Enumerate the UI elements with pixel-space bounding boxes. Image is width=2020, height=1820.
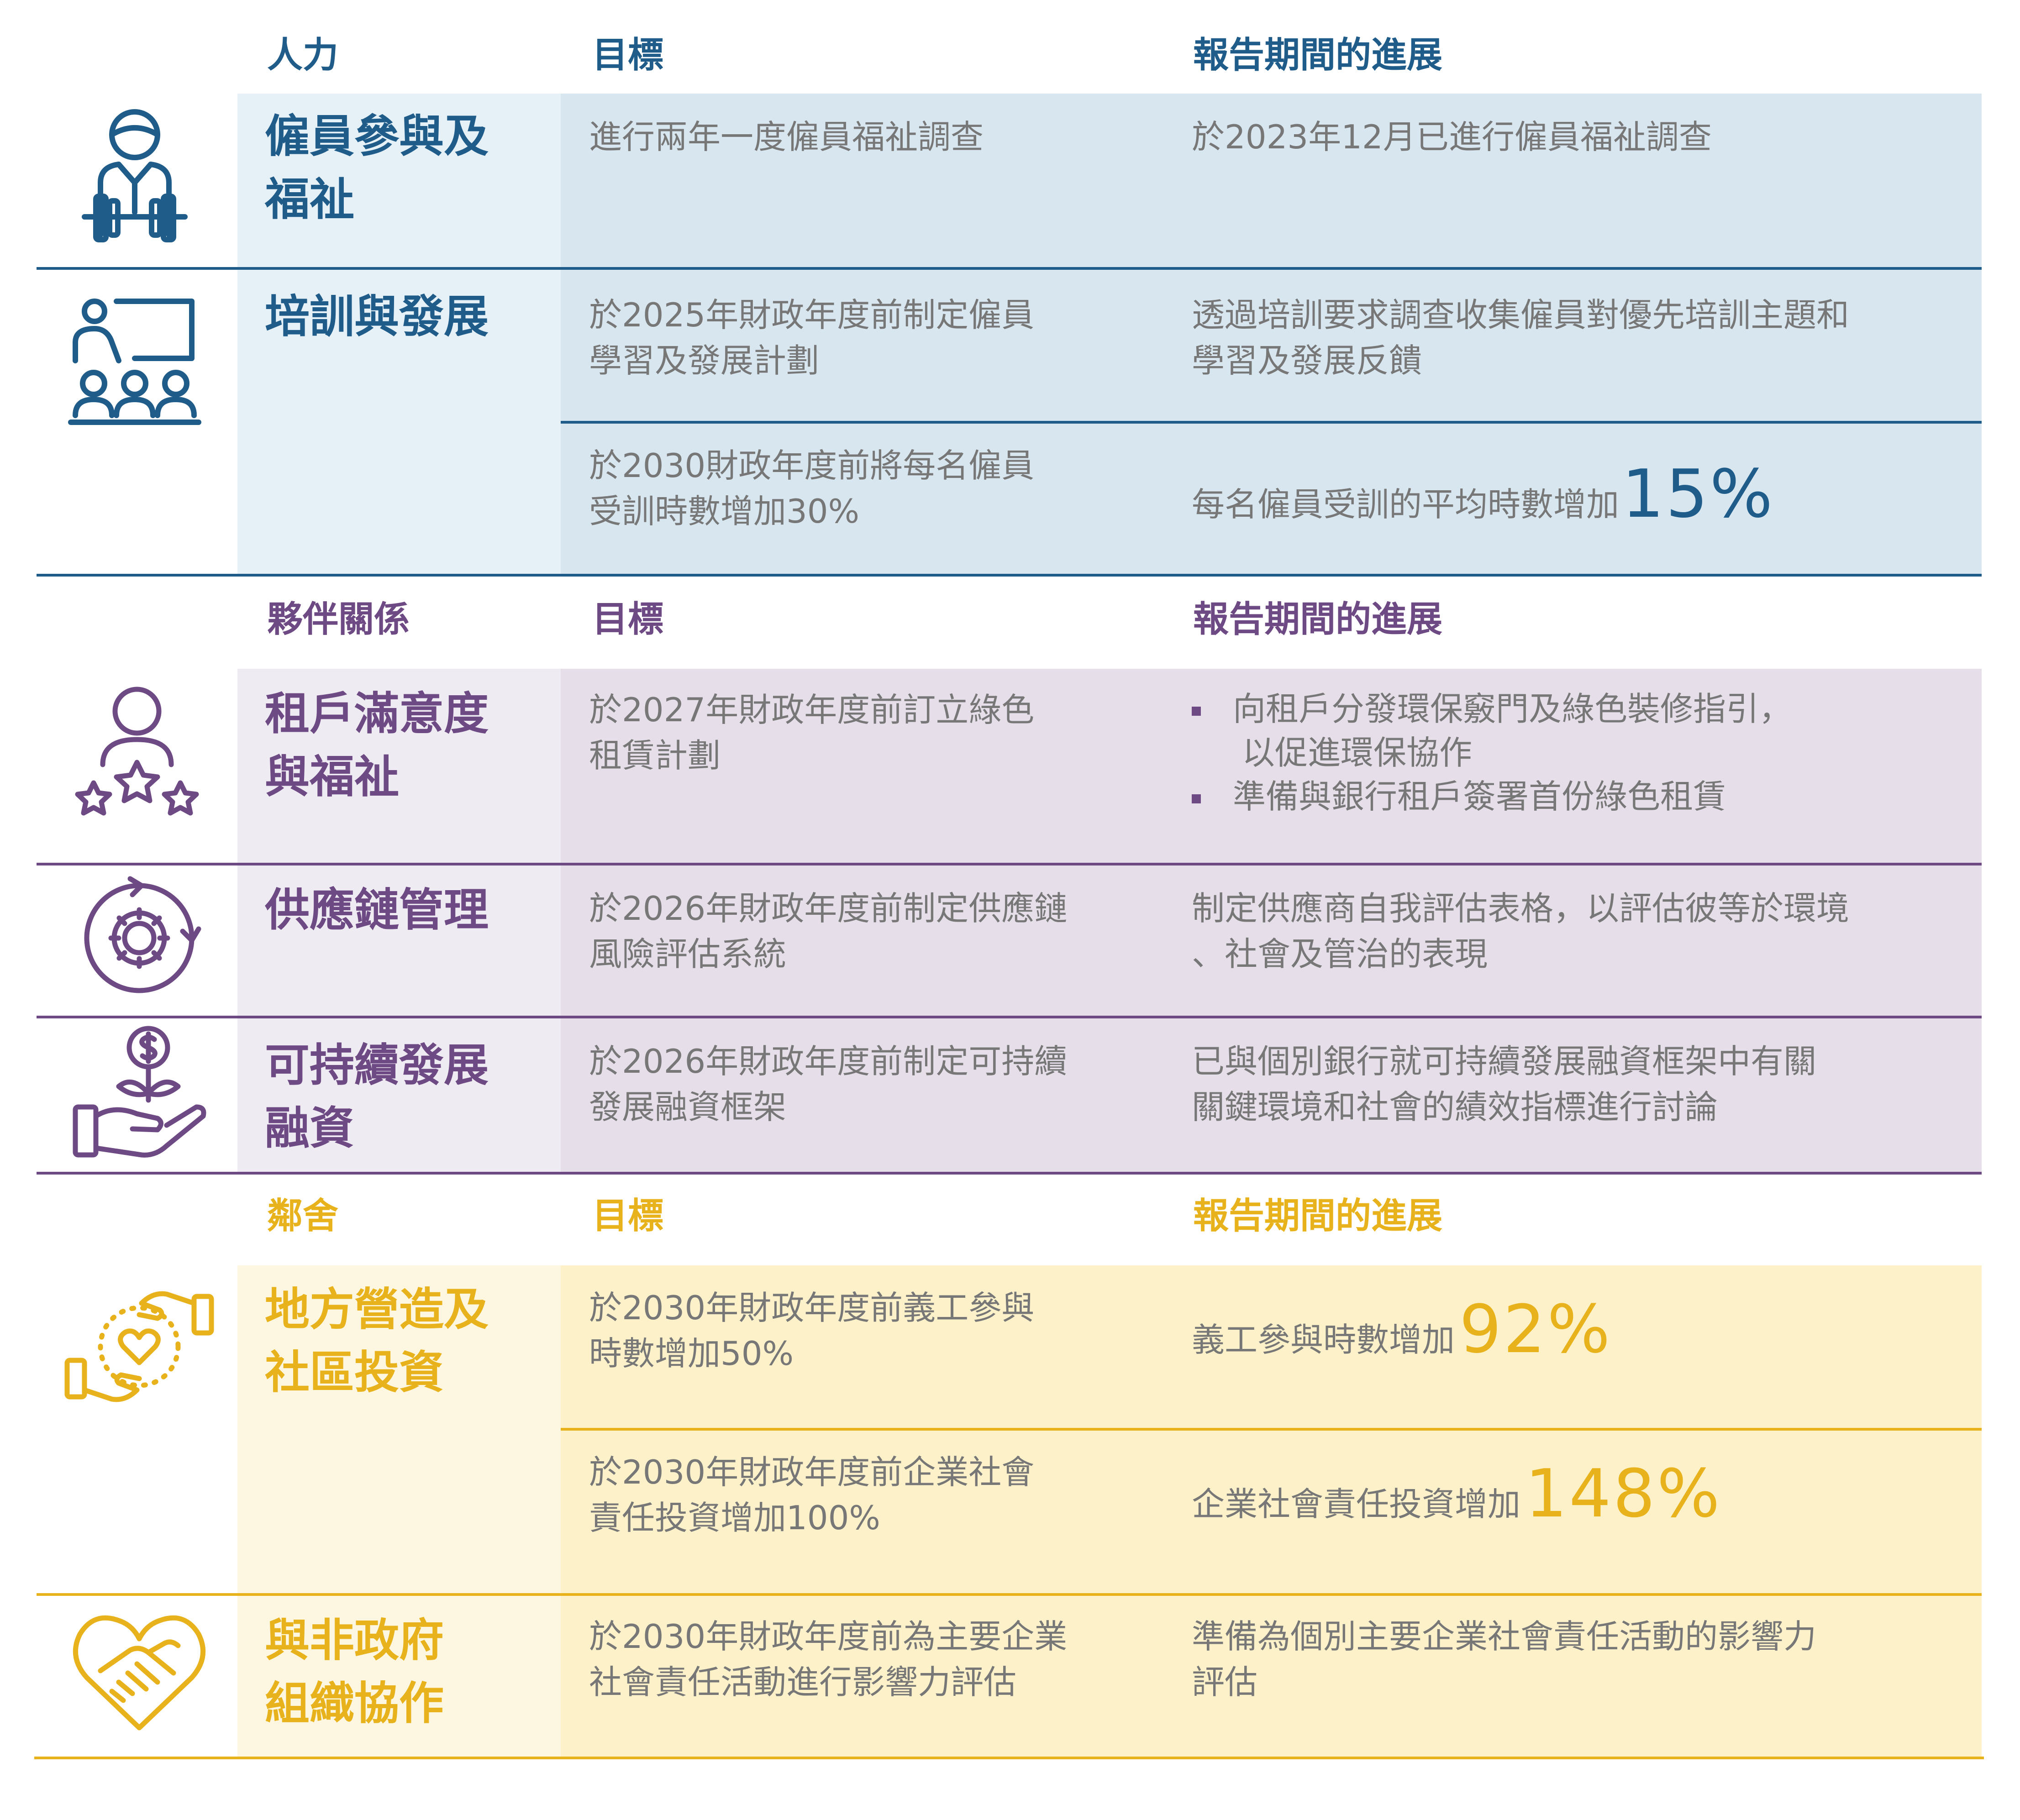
progress-sustainable-finance: 已與個別銀行就可持續發展融資框架中有關 關鍵環境和社會的績效指標進行討論 [1192, 1042, 1817, 1126]
target-csr-investment: 於2030年財政年度前企業社會 責任投資增加100% [589, 1453, 1035, 1537]
topic-ngo-collaboration: 與非政府 組織協作 [265, 1614, 444, 1730]
divider [34, 1757, 1984, 1759]
divider [37, 574, 1982, 577]
people-content-bg [561, 94, 1982, 575]
divider [561, 421, 1982, 424]
divider [37, 1172, 1982, 1175]
community-content-bg [561, 1265, 1982, 1758]
topic-tenant-satisfaction: 租戶滿意度 與福祉 [265, 687, 489, 803]
progress-csr-investment: 企業社會責任投資增加 148% [1192, 1455, 1722, 1532]
bullet-item-cont: 以促進環保協作 [1242, 734, 1473, 772]
bullet-item: 向租戶分發環保竅門及綠色裝修指引， [1192, 687, 1792, 731]
people-target-header: 目標 [592, 34, 664, 76]
people-topic-bg [237, 94, 561, 575]
bullet-item: 準備與銀行租戶簽署首份綠色租賃 [1192, 775, 1792, 818]
sustainable-finance-icon [73, 1026, 206, 1158]
progress-supply-chain: 制定供應商自我評估表格，以評估彼等於環境 、社會及管治的表現 [1192, 889, 1850, 973]
divider [561, 1428, 1982, 1431]
partnership-target-header: 目標 [592, 598, 664, 640]
target-impact-assessment: 於2030年財政年度前為主要企業 社會責任活動進行影響力評估 [589, 1617, 1068, 1701]
community-progress-header: 報告期間的進展 [1193, 1195, 1443, 1237]
community-topic-bg [237, 1265, 561, 1758]
divider [37, 1016, 1982, 1018]
community-target-header: 目標 [592, 1195, 664, 1237]
weightlifter-icon [82, 109, 188, 242]
target-employee-wellbeing: 進行兩年一度僱員福祉調查 [589, 118, 984, 156]
target-training-hours: 於2030財政年度前將每名僱員 受訓時數增加30% [589, 446, 1035, 530]
caring-hands-heart-icon [64, 1291, 214, 1402]
handshake-heart-icon [73, 1615, 206, 1731]
community-category-header: 鄰舍 [267, 1195, 339, 1237]
partnership-content-bg [561, 669, 1982, 1173]
target-training-plan: 於2025年財政年度前制定僱員 學習及發展計劃 [589, 296, 1035, 380]
partnership-topic-bg [237, 669, 561, 1173]
people-category-header: 人力 [267, 34, 339, 76]
topic-training-development: 培訓與發展 [265, 290, 489, 343]
partnership-category-header: 夥伴關係 [267, 598, 410, 640]
progress-employee-wellbeing: 於2023年12月已進行僱員福祉調查 [1192, 118, 1712, 156]
target-green-lease: 於2027年財政年度前訂立綠色 租賃計劃 [589, 691, 1035, 775]
topic-employee-wellbeing: 僱員參與及 福祉 [265, 110, 489, 226]
target-supply-chain: 於2026年財政年度前制定供應鏈 風險評估系統 [589, 889, 1068, 973]
target-sustainable-finance: 於2026年財政年度前制定可持續 發展融資框架 [589, 1042, 1068, 1126]
progress-impact-assessment: 準備為個別主要企業社會責任活動的影響力 評估 [1192, 1617, 1817, 1701]
divider [37, 1593, 1982, 1596]
progress-tenant-bullets: 向租戶分發環保竅門及綠色裝修指引， 以促進環保協作 準備與銀行租戶簽署首份綠色租… [1192, 687, 1792, 818]
target-volunteer-hours: 於2030年財政年度前義工參與 時數增加50% [589, 1289, 1035, 1373]
topic-place-making: 地方營造及 社區投資 [265, 1283, 489, 1399]
tenant-rating-icon [75, 687, 199, 816]
topic-sustainable-finance: 可持續發展 融資 [265, 1039, 489, 1154]
divider [37, 863, 1982, 865]
supply-chain-gear-icon [84, 876, 201, 993]
divider [37, 267, 1982, 270]
progress-training-survey: 透過培訓要求調查收集僱員對優先培訓主題和 學習及發展反饋 [1192, 296, 1850, 380]
partnership-progress-header: 報告期間的進展 [1193, 598, 1443, 640]
people-progress-header: 報告期間的進展 [1193, 34, 1443, 76]
progress-training-hours: 每名僱員受訓的平均時數增加 15% [1192, 456, 1775, 533]
training-class-icon [68, 299, 201, 425]
progress-volunteer-hours: 義工參與時數增加 92% [1192, 1291, 1612, 1368]
topic-supply-chain: 供應鏈管理 [265, 884, 489, 936]
